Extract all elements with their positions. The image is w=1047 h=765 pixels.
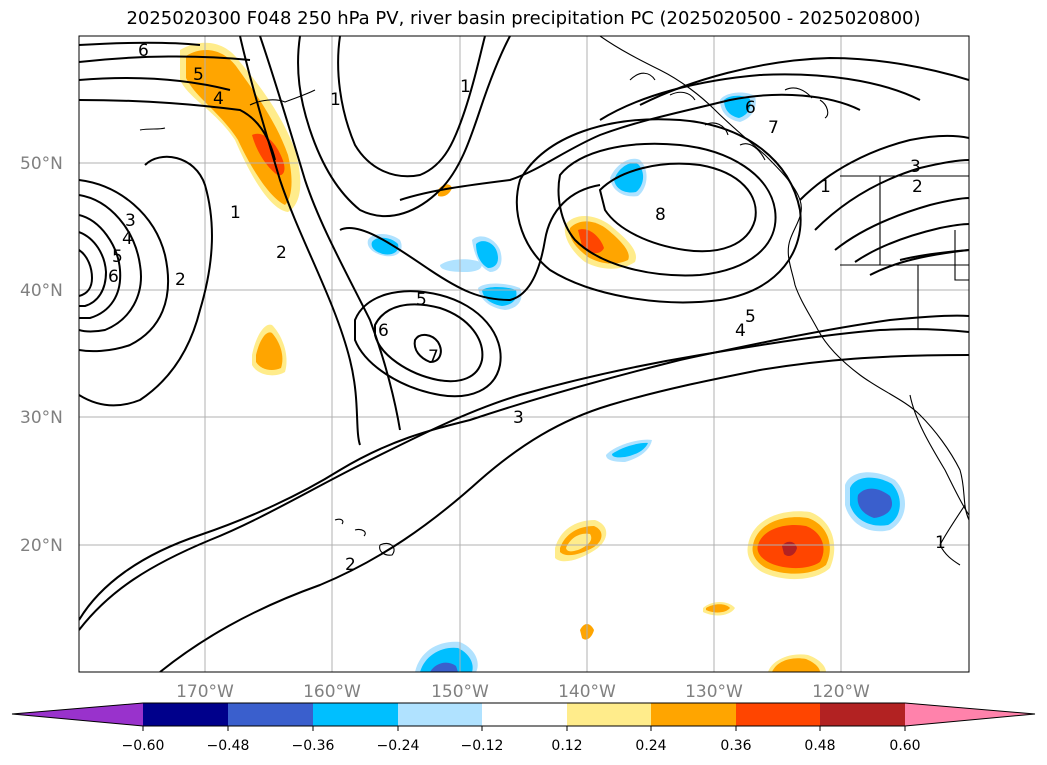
- colorbar-tick-labels: −0.60 −0.48 −0.36 −0.24 −0.12 0.12 0.24 …: [122, 738, 921, 754]
- contour-label: 6: [745, 98, 756, 118]
- colorbar-min-extend: [12, 703, 143, 726]
- contour-label: 6: [378, 321, 389, 341]
- contour-label: 1: [935, 533, 946, 553]
- contour-label: 5: [745, 307, 756, 327]
- contour-label: 6: [108, 267, 119, 287]
- colorbar-tick-label: 0.36: [720, 738, 751, 754]
- contour-label: 4: [735, 321, 746, 341]
- contour-labels: 6 5 4 1 1 2 3 4 5 6 2 2 1 5 6 7 3 6 7 8 …: [108, 41, 946, 575]
- latitude-labels: 50°N 40°N 30°N 20°N: [20, 154, 63, 556]
- colorbar-segment: [736, 703, 820, 726]
- contour-label: 1: [330, 90, 341, 110]
- colorbar-segment: [228, 703, 313, 726]
- colorbar-max-extend: [905, 703, 1035, 726]
- contour-label: 5: [416, 290, 427, 310]
- contour-label: 2: [175, 270, 186, 290]
- colorbar-segment: [398, 703, 482, 726]
- lat-label: 30°N: [20, 408, 63, 428]
- contour-label: 1: [820, 177, 831, 197]
- lon-label: 120°W: [812, 682, 870, 702]
- colorbar-segment: [567, 703, 651, 726]
- colorbar-tick-label: 0.48: [804, 738, 835, 754]
- colorbar-segment: [820, 703, 905, 726]
- colorbar: −0.60 −0.48 −0.36 −0.24 −0.12 0.12 0.24 …: [11, 702, 1036, 754]
- colorbar-tick-label: 0.12: [551, 738, 582, 754]
- contour-label: 2: [912, 177, 923, 197]
- colorbar-segment: [482, 703, 567, 726]
- colorbar-segment: [651, 703, 736, 726]
- contour-label: 1: [460, 77, 471, 97]
- contour-label: 8: [655, 205, 666, 225]
- lon-label: 170°W: [176, 682, 234, 702]
- map-frame: [78, 35, 970, 673]
- contour-label: 2: [345, 555, 356, 575]
- colorbar-tick-label: 0.24: [635, 738, 666, 754]
- lon-label: 130°W: [685, 682, 743, 702]
- contour-label: 4: [213, 89, 224, 109]
- contour-label: 5: [112, 247, 123, 267]
- lat-label: 20°N: [20, 536, 63, 556]
- colorbar-tick-label: 0.60: [889, 738, 920, 754]
- colorbar-segment: [143, 703, 228, 726]
- colorbar-tick-label: −0.24: [377, 738, 420, 754]
- contour-label: 2: [276, 243, 287, 263]
- contour-label: 7: [428, 347, 439, 367]
- contour-label: 3: [513, 408, 524, 428]
- lon-label: 140°W: [558, 682, 616, 702]
- contour-label: 7: [768, 118, 779, 138]
- contour-label: 4: [122, 229, 133, 249]
- colorbar-tick-label: −0.36: [292, 738, 335, 754]
- lon-label: 160°W: [303, 682, 361, 702]
- map-title: 2025020300 F048 250 hPa PV, river basin …: [126, 8, 921, 29]
- lon-label: 150°W: [431, 682, 489, 702]
- contour-label: 1: [230, 203, 241, 223]
- contour-label: 6: [138, 41, 149, 61]
- colorbar-tick-label: −0.12: [461, 738, 504, 754]
- colorbar-tick-label: −0.48: [207, 738, 250, 754]
- colorbar-segment: [313, 703, 398, 726]
- colorbar-ticks: [142, 726, 906, 731]
- lat-label: 40°N: [20, 281, 63, 301]
- colorbar-tick-label: −0.60: [122, 738, 165, 754]
- contour-label: 3: [910, 157, 921, 177]
- pv-contours: [79, 36, 969, 672]
- lat-label: 50°N: [20, 154, 63, 174]
- contour-label: 5: [193, 65, 204, 85]
- contour-label: 3: [125, 211, 136, 231]
- longitude-labels: 170°W 160°W 150°W 140°W 130°W 120°W: [176, 682, 870, 702]
